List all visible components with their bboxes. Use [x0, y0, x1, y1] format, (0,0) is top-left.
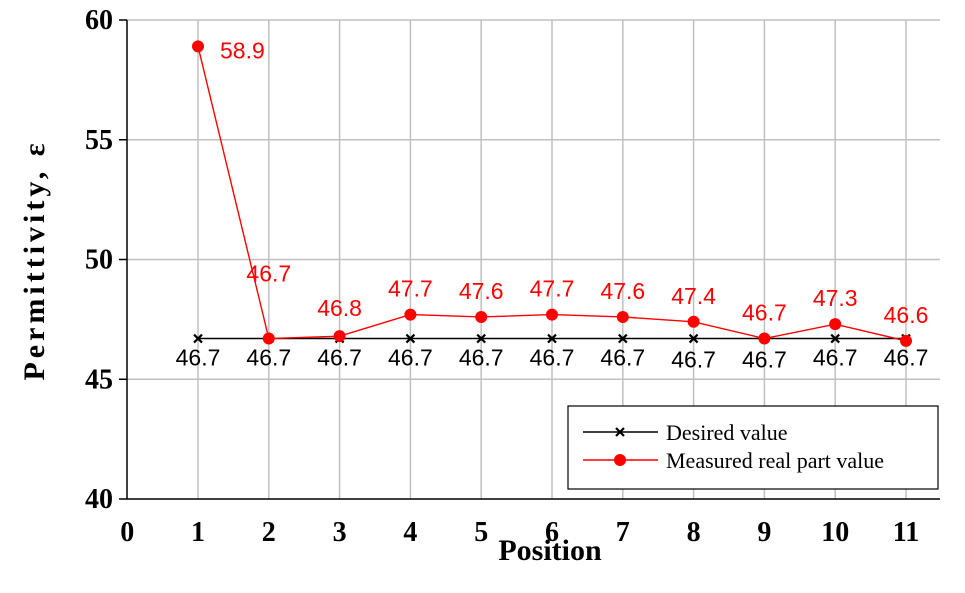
measured-value-data-label: 46.6	[884, 302, 929, 328]
desired-value-data-label: 46.7	[742, 347, 787, 373]
measured-value-data-label: 47.7	[530, 276, 575, 302]
measured-value-data-label: 46.7	[742, 300, 787, 326]
x-tick-label: 7	[616, 517, 630, 548]
desired-value-point	[830, 333, 840, 344]
measured-value-point	[829, 318, 842, 331]
measured-value-data-label: 58.9	[220, 37, 265, 63]
x-tick-label: 4	[403, 517, 417, 548]
measured-value-point	[758, 332, 771, 345]
measured-value-point	[262, 332, 275, 345]
x-tick-label: 0	[120, 517, 134, 548]
measured-value-point	[616, 310, 629, 323]
x-tick-label: 1	[191, 517, 205, 548]
desired-value-data-label: 46.7	[813, 345, 858, 371]
measured-value-point	[546, 308, 558, 321]
y-tick-label: 50	[85, 245, 113, 276]
y-tick-label: 45	[85, 364, 113, 395]
x-axis-title: Position	[498, 534, 602, 567]
legend-desired-marker	[615, 427, 625, 437]
legend-desired-label: Desired value	[666, 420, 788, 445]
desired-value-data-label: 46.7	[600, 345, 645, 371]
desired-value-point	[688, 333, 699, 344]
desired-value-data-label: 46.7	[671, 347, 716, 373]
legend-measured-label: Measured real part value	[666, 448, 884, 473]
gridlines	[127, 19, 940, 499]
desired-value-data-label: 46.7	[176, 345, 221, 371]
desired-value-data-label: 46.7	[317, 345, 362, 371]
desired-value-data-label: 46.7	[884, 345, 929, 371]
legend: Desired value Measured real part value	[567, 405, 939, 490]
x-tick-label: 2	[262, 517, 276, 548]
y-tick-label: 55	[85, 125, 113, 156]
measured-value-point	[475, 310, 488, 323]
x-tick-label: 5	[474, 517, 488, 548]
measured-value-point	[687, 315, 700, 328]
measured-value-data-label: 46.8	[317, 295, 362, 321]
measured-value-data-label: 47.3	[813, 285, 858, 311]
desired-value-point	[193, 333, 203, 344]
legend-box	[567, 405, 939, 490]
desired-value-data-label: 46.7	[459, 345, 504, 371]
measured-value-point	[900, 334, 912, 347]
x-tick-label: 10	[821, 517, 849, 548]
x-tick-label: 11	[893, 517, 919, 548]
x-tick-label: 9	[757, 517, 771, 548]
y-tick-label: 40	[85, 484, 113, 515]
desired-value-data-label: 46.7	[388, 345, 433, 371]
measured-value-data-label: 47.6	[600, 278, 645, 304]
desired-value-data-label: 46.7	[530, 345, 575, 371]
measured-value-data-label: 47.7	[388, 276, 433, 302]
y-axis-title: Permittivity, ε	[18, 139, 51, 380]
desired-value-point	[618, 333, 628, 344]
y-tick-label: 60	[85, 5, 113, 36]
x-tick-label: 6	[545, 517, 559, 548]
desired-value-point	[405, 333, 416, 344]
measured-value-point	[404, 308, 417, 321]
measured-value-data-label: 47.6	[459, 278, 504, 304]
measured-value-point	[192, 40, 204, 53]
axes	[119, 19, 940, 500]
data-labels: 46.7 46.7 46.7 46.7 46.7 46.7 46.7 46.7 46.7 46.7…	[176, 37, 929, 372]
desired-value-point	[476, 333, 486, 344]
measured-value-data-label: 47.4	[671, 283, 716, 309]
x-tick-label: 8	[687, 517, 701, 548]
measured-value-point	[333, 330, 346, 343]
legend-measured-marker	[614, 454, 626, 466]
x-tick-label: 3	[333, 517, 347, 548]
measured-value-data-label: 46.7	[246, 261, 291, 287]
desired-value-point	[547, 333, 557, 344]
desired-value-data-label: 46.7	[246, 345, 291, 371]
data-series	[192, 40, 912, 347]
